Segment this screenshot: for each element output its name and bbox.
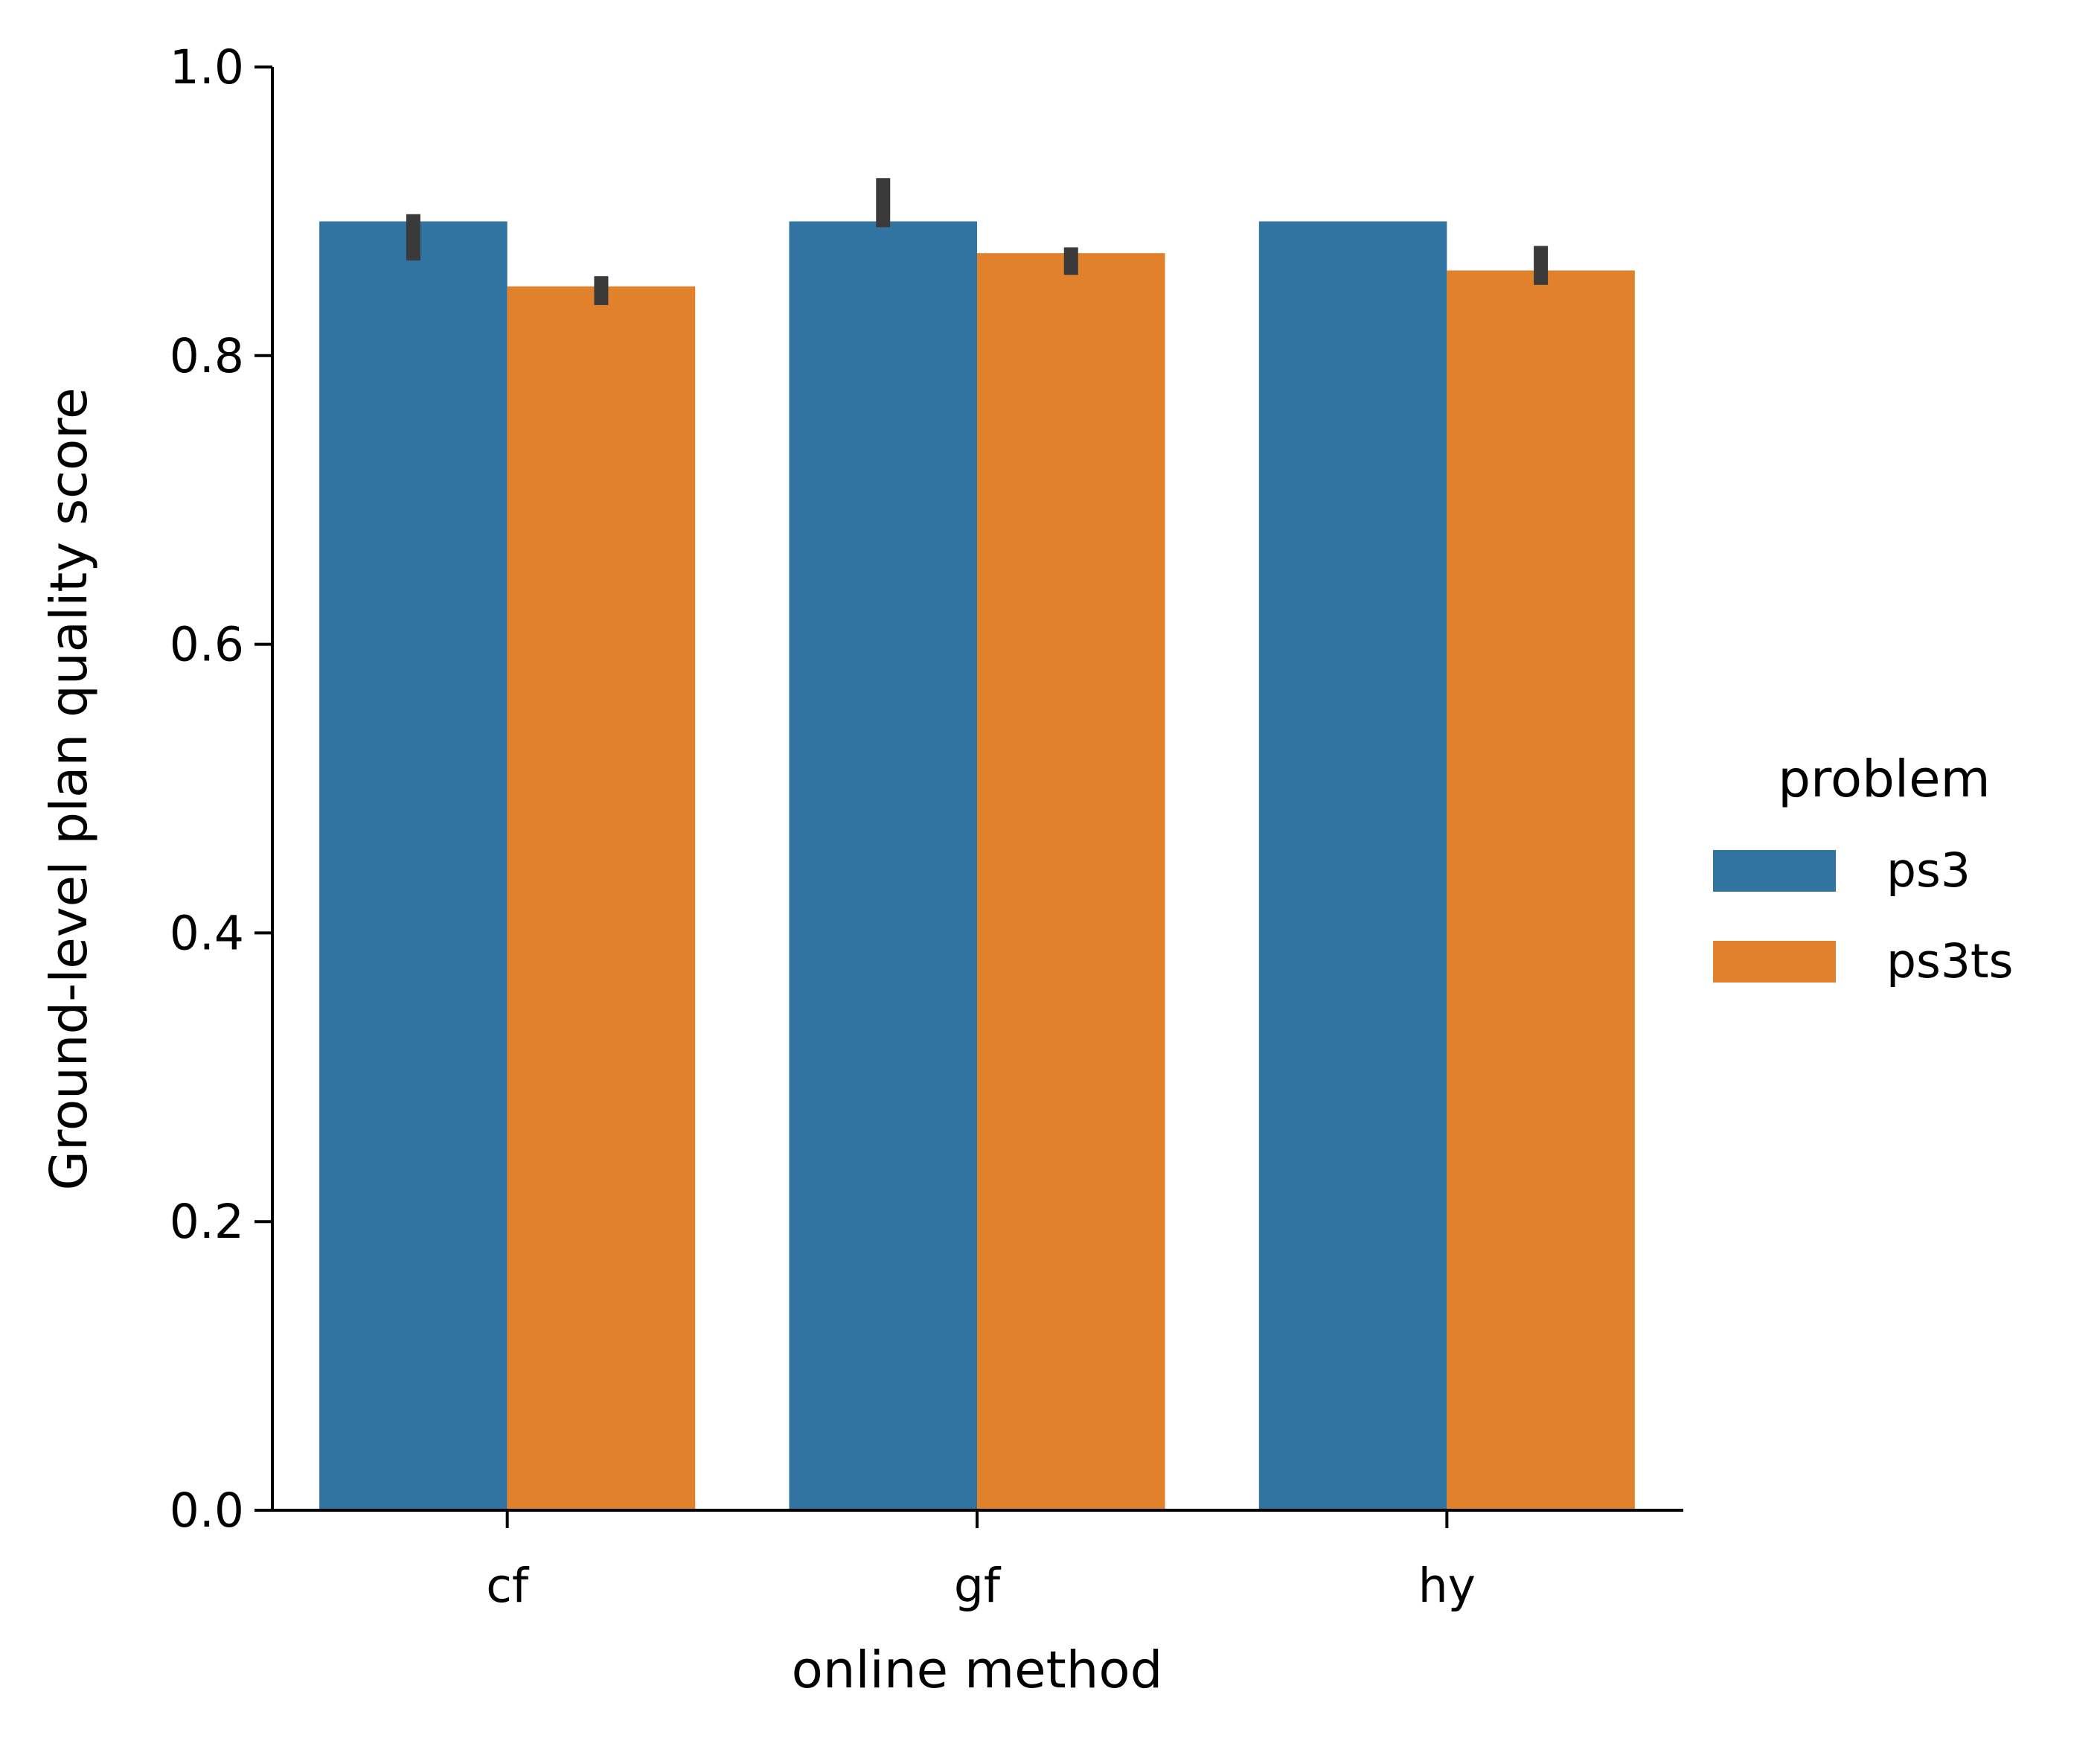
legend-swatch-ps3 (1713, 850, 1836, 892)
bars-layer (319, 221, 1635, 1511)
x-axis-label: online method (792, 1640, 1163, 1700)
y-tick-label: 0.4 (170, 906, 244, 960)
bar-ps3-hy (1258, 221, 1447, 1510)
y-ticks: 0.0 0.2 0.4 0.6 0.8 1.0 (170, 40, 272, 1538)
y-tick-label: 1.0 (170, 40, 244, 95)
bar-ps3ts-gf (977, 253, 1165, 1511)
bar-ps3ts-cf (507, 286, 696, 1510)
bar-ps3ts-hy (1447, 270, 1635, 1511)
y-tick-label: 0.6 (170, 618, 244, 672)
bar-ps3-cf (319, 221, 508, 1510)
error-bars-layer (406, 178, 1549, 305)
x-tick-label: gf (954, 1559, 1002, 1613)
x-tick-label: cf (486, 1559, 530, 1613)
y-tick-label: 0.8 (170, 329, 244, 383)
bar-ps3-gf (789, 221, 977, 1510)
legend-label-ps3ts: ps3ts (1886, 934, 2013, 988)
x-tick-label: hy (1418, 1559, 1476, 1613)
legend-label-ps3: ps3 (1886, 843, 1971, 898)
x-ticks: cf gf hy (486, 1510, 1476, 1613)
legend: problem ps3 ps3ts (1713, 750, 2013, 988)
y-axis-label: Ground-level plan quality score (39, 387, 99, 1190)
y-tick-label: 0.0 (170, 1483, 244, 1538)
y-tick-label: 0.2 (170, 1195, 244, 1249)
legend-swatch-ps3ts (1713, 941, 1836, 983)
legend-title: problem (1778, 750, 1991, 809)
